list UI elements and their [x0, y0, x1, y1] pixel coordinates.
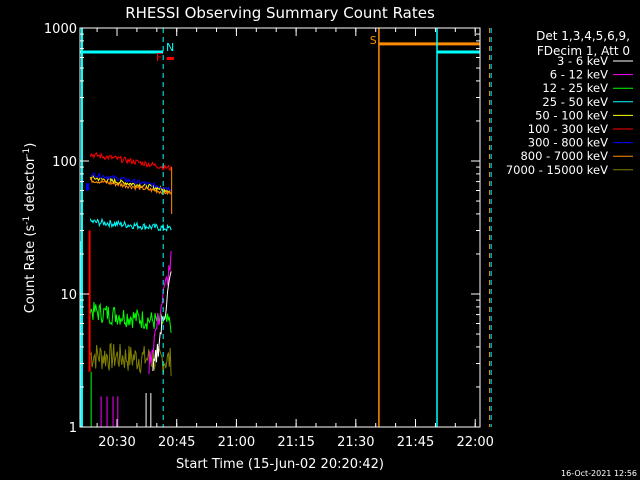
legend-header: FDecim 1, Att 0	[537, 44, 630, 58]
series-line-800-7000-kev	[89, 176, 172, 196]
axes: 1 10 100 1000 20:30 20:45 21:00 21:15 21:30 21:45…	[44, 22, 494, 450]
series-line-3-6-kev	[152, 271, 172, 372]
legend: Det 1,3,4,5,6,9,FDecim 1, Att 03 - 6 keV…	[506, 29, 633, 177]
series-line-6-12-kev	[148, 250, 172, 375]
y-tick-label: 1	[69, 421, 77, 436]
legend-label: 800 - 7000 keV	[520, 149, 608, 163]
y-tick-label: 10	[60, 288, 77, 303]
series-line-12-25-kev	[89, 301, 172, 333]
legend-label: 3 - 6 keV	[557, 54, 608, 68]
legend-label: 50 - 100 keV	[535, 108, 608, 122]
legend-label: 300 - 800 keV	[528, 136, 608, 150]
series-line-25-50-kev	[89, 217, 172, 232]
flag-label-f: F	[156, 51, 162, 64]
x-tick-label: 20:45	[158, 435, 195, 450]
legend-label: 12 - 25 keV	[542, 81, 608, 95]
legend-header: Det 1,3,4,5,6,9,	[536, 29, 630, 43]
y-tick-label: 1000	[44, 22, 77, 37]
flag-label-n: N	[166, 41, 174, 54]
x-tick-label: 21:45	[397, 435, 434, 450]
plot-area: NF S	[80, 28, 492, 427]
x-tick-label: 21:00	[218, 435, 255, 450]
series-line-100-300-kev	[89, 152, 172, 172]
legend-label: 25 - 50 keV	[542, 95, 608, 109]
x-tick-label: 20:30	[98, 435, 135, 450]
x-tick-label: 22:00	[456, 435, 493, 450]
series-line-300-800-kev	[90, 172, 172, 191]
legend-label: 6 - 12 keV	[550, 68, 608, 82]
x-tick-label: 21:15	[277, 435, 314, 450]
chart-title: RHESSI Observing Summary Count Rates	[125, 4, 435, 22]
series-line-50-100-kev	[89, 175, 172, 193]
x-axis-label: Start Time (15-Jun-02 20:20:42)	[176, 457, 384, 472]
plot-frame	[79, 27, 481, 428]
timestamp: 16-Oct-2021 12:56	[561, 469, 637, 478]
legend-label: 100 - 300 keV	[528, 122, 608, 136]
flag-label-s: S	[370, 34, 377, 47]
x-tick-label: 21:30	[337, 435, 374, 450]
y-tick-label: 100	[52, 155, 77, 170]
legend-label: 7000 - 15000 keV	[506, 163, 608, 177]
y-axis-label: Count Rate (s-1 detector-1)	[22, 143, 38, 314]
